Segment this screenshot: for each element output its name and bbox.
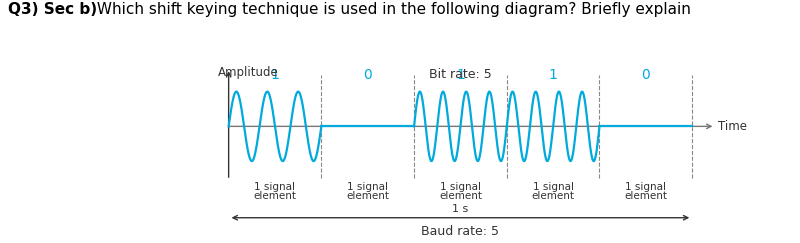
Text: element: element	[254, 191, 297, 201]
Text: 1 signal: 1 signal	[626, 182, 666, 192]
Text: Which shift keying technique is used in the following diagram? Briefly explain: Which shift keying technique is used in …	[92, 2, 691, 17]
Text: 1: 1	[549, 68, 558, 82]
Text: 1: 1	[456, 68, 465, 82]
Text: Time: Time	[718, 120, 747, 133]
Text: Bit rate: 5: Bit rate: 5	[429, 68, 492, 81]
Text: 1 signal: 1 signal	[254, 182, 295, 192]
Text: element: element	[346, 191, 390, 201]
Text: 1 s: 1 s	[452, 204, 469, 214]
Text: 1 signal: 1 signal	[440, 182, 481, 192]
Text: element: element	[439, 191, 482, 201]
Text: element: element	[624, 191, 667, 201]
Text: Q3) Sec b): Q3) Sec b)	[8, 2, 97, 17]
Text: 1 signal: 1 signal	[533, 182, 574, 192]
Text: Baud rate: 5: Baud rate: 5	[422, 225, 499, 238]
Text: element: element	[532, 191, 574, 201]
Text: 0: 0	[363, 68, 372, 82]
Text: Amplitude: Amplitude	[218, 66, 278, 79]
Text: 1 signal: 1 signal	[347, 182, 388, 192]
Text: 0: 0	[642, 68, 650, 82]
Text: 1: 1	[270, 68, 279, 82]
